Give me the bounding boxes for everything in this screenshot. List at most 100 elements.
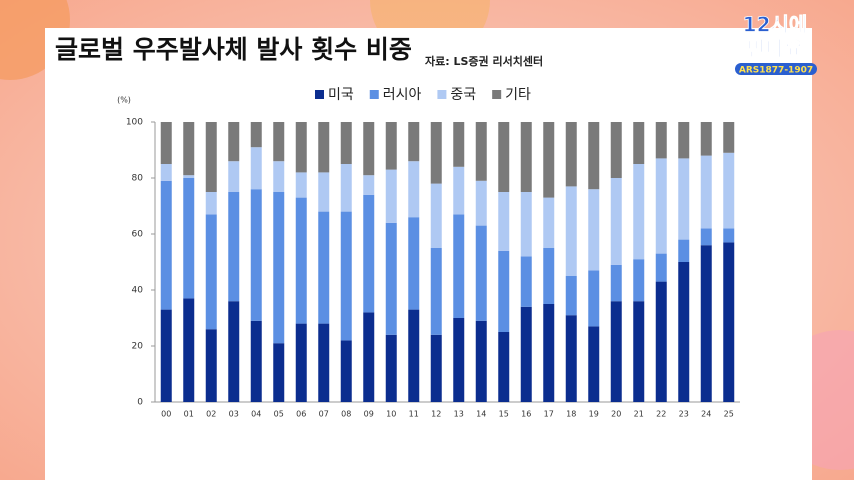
bar-segment <box>633 259 645 302</box>
bar-segment <box>588 326 600 402</box>
bar-segment <box>160 164 172 181</box>
legend-label: 미국 <box>328 87 354 103</box>
bar-segment <box>453 122 465 167</box>
bar-segment <box>228 301 240 402</box>
title: 글로벌 우주발사체 발사 횟수 비중 <box>55 35 412 64</box>
bar-segment <box>183 298 195 402</box>
bar-segment <box>385 169 397 223</box>
bar-segment <box>565 122 577 187</box>
bar-segment <box>588 189 600 271</box>
bar-segment <box>273 192 285 344</box>
bar-segment <box>385 222 397 335</box>
legend-label: 러시아 <box>383 87 422 103</box>
bar-segment <box>610 264 622 302</box>
bar-segment <box>385 122 397 170</box>
bar-segment <box>205 122 217 192</box>
x-tick-label: 07 <box>319 410 329 419</box>
bar-segment <box>385 334 397 402</box>
x-tick-label: 15 <box>499 410 509 419</box>
bar-segment <box>565 315 577 402</box>
y-tick-label: 80 <box>132 174 144 184</box>
bar-segment <box>678 122 690 159</box>
bar-segment <box>205 214 217 330</box>
bar-segment <box>700 228 712 246</box>
bar-segment <box>475 180 487 226</box>
x-tick-label: 08 <box>341 410 351 419</box>
bar-segment <box>610 301 622 402</box>
x-tick-label: 02 <box>206 410 216 419</box>
legend-label: 중국 <box>450 87 476 103</box>
bar-segment <box>250 320 262 402</box>
bar-segment <box>610 178 622 265</box>
bar-segment <box>498 332 510 402</box>
bar-segment <box>655 281 667 402</box>
legend-swatch <box>315 90 324 99</box>
x-tick-label: 22 <box>656 410 666 419</box>
bar-segment <box>453 166 465 215</box>
x-tick-label: 03 <box>229 410 239 419</box>
y-tick-label: 0 <box>137 398 143 408</box>
bar-segment <box>655 253 667 282</box>
bar-segment <box>183 122 195 176</box>
bar-segment <box>295 323 307 402</box>
x-tick-label: 10 <box>386 410 396 419</box>
bar-segment <box>723 228 735 243</box>
bar-segment <box>655 122 667 159</box>
bar-segment <box>543 197 555 248</box>
bar-segment <box>723 152 735 229</box>
bar-segment <box>183 175 195 178</box>
bar-segment <box>430 122 442 184</box>
bar-segment <box>340 340 352 402</box>
bar-segment <box>273 343 285 402</box>
bar-segment <box>430 183 442 248</box>
bar-segment <box>363 194 375 313</box>
bar-segment <box>318 122 330 173</box>
unit-label: (%) <box>117 96 131 105</box>
bar-segment <box>453 318 465 402</box>
bar-segment <box>408 161 420 218</box>
logo-badge <box>735 63 817 75</box>
x-tick-label: 14 <box>476 410 486 419</box>
bar-segment <box>250 122 262 148</box>
x-tick-label: 23 <box>679 410 689 419</box>
bar-segment <box>363 122 375 176</box>
x-tick-label: 18 <box>566 410 576 419</box>
bar-segment <box>633 122 645 164</box>
x-tick-label: 06 <box>296 410 306 419</box>
bar-segment <box>295 172 307 198</box>
bar-segment <box>498 192 510 251</box>
bar-segment <box>250 189 262 321</box>
bar-segment <box>340 122 352 164</box>
bar-segment <box>295 122 307 173</box>
bar-segment <box>363 175 375 195</box>
bar-segment <box>408 122 420 162</box>
bar-segment <box>520 256 532 307</box>
bar-segment <box>295 197 307 324</box>
bar-segment <box>475 320 487 402</box>
bar-segment <box>700 245 712 402</box>
bar-segment <box>475 225 487 321</box>
bar-segment <box>565 186 577 276</box>
bar-segment <box>498 122 510 192</box>
bar-segment <box>520 122 532 192</box>
bar-segment <box>588 270 600 327</box>
logo-line2: 만나요 <box>747 37 802 61</box>
x-tick-label: 20 <box>611 410 621 419</box>
y-tick-label: 40 <box>132 286 144 296</box>
panel <box>45 28 812 480</box>
bar-segment <box>228 161 240 192</box>
bar-segment <box>340 164 352 212</box>
x-tick-label: 24 <box>701 410 711 419</box>
x-tick-label: 01 <box>184 410 194 419</box>
legend-swatch <box>369 90 379 99</box>
x-tick-label: 16 <box>521 410 531 419</box>
legend-swatch <box>492 90 502 99</box>
bar-segment <box>700 155 712 229</box>
bar-segment <box>678 262 690 402</box>
bar-segment <box>160 180 172 310</box>
bar-segment <box>565 276 577 316</box>
bar-segment <box>475 122 487 181</box>
bar-segment <box>205 192 217 215</box>
x-tick-label: 19 <box>589 410 599 419</box>
bar-segment <box>205 329 217 402</box>
